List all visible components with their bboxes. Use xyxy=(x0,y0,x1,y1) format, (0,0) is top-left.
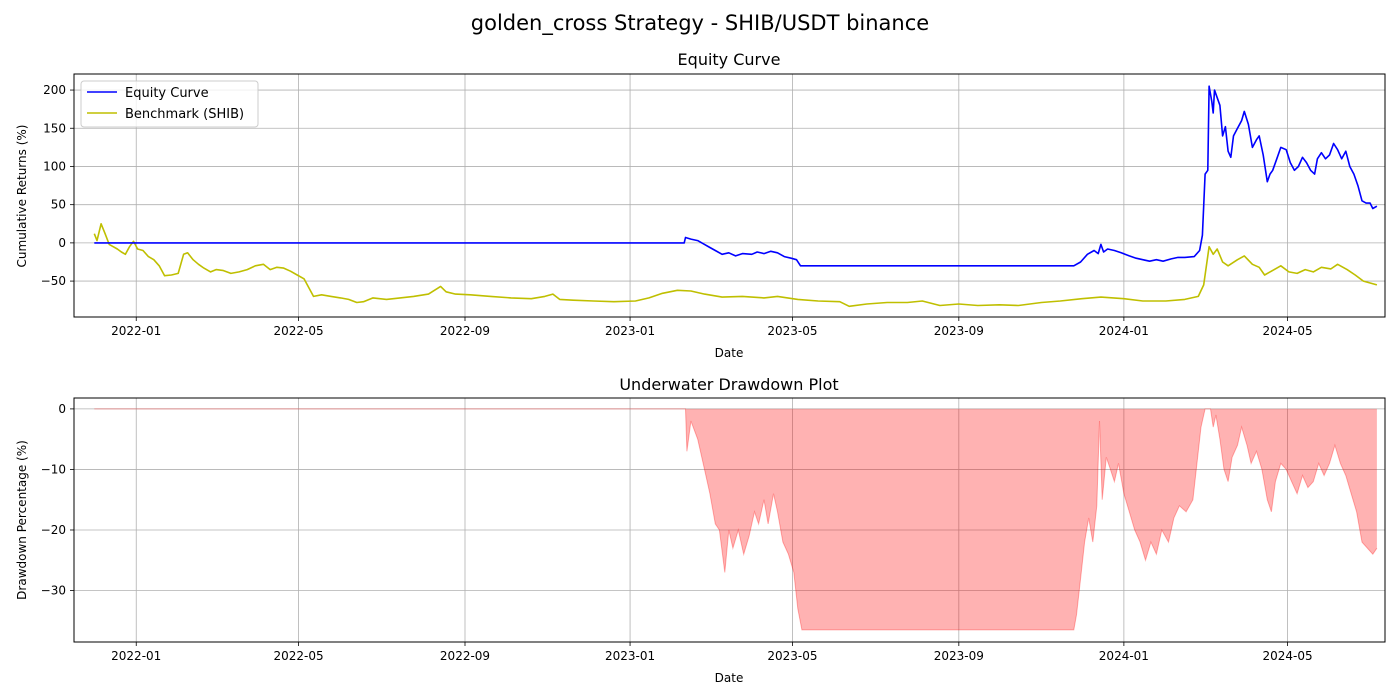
y-tick-label: 100 xyxy=(43,159,66,173)
legend-label-benchmark: Benchmark (SHIB) xyxy=(125,107,244,122)
equity-curve-title: Equity Curve xyxy=(678,50,781,69)
benchmark-line xyxy=(93,223,1378,308)
x-tick-label: 2022-05 xyxy=(274,649,324,663)
y-tick-label: 150 xyxy=(43,121,66,135)
drawdown-panel: Underwater Drawdown Plot 2022-01 2022-05 2… xyxy=(15,375,1386,685)
x-tick-label: 2023-05 xyxy=(767,324,817,338)
y-tick-label: −10 xyxy=(41,462,66,476)
y-tick-label: 0 xyxy=(58,402,66,416)
y-tick-label: 50 xyxy=(51,198,66,212)
x-tick-label: 2022-01 xyxy=(111,649,161,663)
drawdown-axes-frame xyxy=(73,397,1386,643)
x-tick-label: 2024-05 xyxy=(1263,649,1313,663)
equity-curve-line xyxy=(94,85,1378,267)
x-tick-label: 2023-05 xyxy=(767,649,817,663)
legend-box xyxy=(80,80,259,128)
y-tick-label: −20 xyxy=(41,523,66,537)
y-tick-label: 200 xyxy=(43,83,66,97)
x-tick-label: 2023-09 xyxy=(934,324,984,338)
x-tick-label: 2022-09 xyxy=(440,324,490,338)
equity-plot-area xyxy=(93,85,1378,308)
x-tick-label: 2023-01 xyxy=(605,649,655,663)
y-tick-label: 0 xyxy=(58,236,66,250)
drawdown-plot-area xyxy=(94,408,1378,631)
drawdown-area xyxy=(94,408,1377,630)
drawdown-x-axis-label: Date xyxy=(715,671,744,685)
drawdown-title: Underwater Drawdown Plot xyxy=(619,375,838,394)
y-tick-label: −30 xyxy=(41,584,66,598)
equity-curve-panel: Equity Curve 2022-01 2022-05 2022-09 2023-0… xyxy=(15,50,1386,360)
x-tick-label: 2022-09 xyxy=(440,649,490,663)
drawdown-y-axis-label: Drawdown Percentage (%) xyxy=(15,440,29,600)
x-tick-label: 2022-05 xyxy=(274,324,324,338)
drawdown-grid xyxy=(74,398,1385,642)
equity-y-axis-label: Cumulative Returns (%) xyxy=(15,125,29,268)
x-tick-label: 2023-01 xyxy=(605,324,655,338)
drawdown-y-ticks: −30 −20 −10 0 xyxy=(41,402,74,598)
x-tick-label: 2024-01 xyxy=(1099,649,1149,663)
equity-grid xyxy=(74,74,1385,317)
figure-suptitle: golden_cross Strategy - SHIB/USDT binanc… xyxy=(471,11,929,36)
drawdown-x-ticks: 2022-01 2022-05 2022-09 2023-01 2023-05 2023-… xyxy=(111,642,1313,663)
x-tick-label: 2024-01 xyxy=(1099,324,1149,338)
equity-axes-frame xyxy=(73,73,1386,318)
legend-label-equity: Equity Curve xyxy=(125,86,209,101)
equity-x-axis-label: Date xyxy=(715,346,744,360)
y-tick-label: −50 xyxy=(41,274,66,288)
equity-y-ticks: −50 0 50 100 150 200 xyxy=(41,83,74,288)
equity-x-ticks: 2022-01 2022-05 2022-09 2023-01 2023-05 2023-… xyxy=(111,317,1313,338)
x-tick-label: 2024-05 xyxy=(1263,324,1313,338)
equity-legend: Equity Curve Benchmark (SHIB) xyxy=(80,80,259,128)
x-tick-label: 2023-09 xyxy=(934,649,984,663)
drawdown-line xyxy=(94,408,1378,631)
x-tick-label: 2022-01 xyxy=(111,324,161,338)
